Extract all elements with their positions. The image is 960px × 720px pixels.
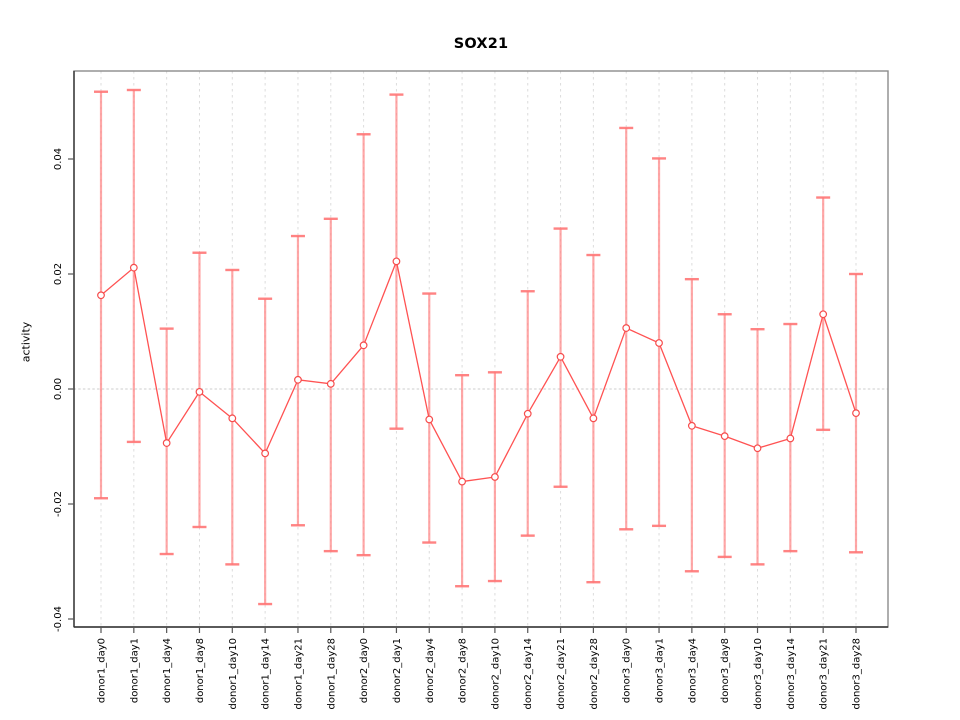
x-tick-label: donor1_day21 [293, 638, 304, 710]
y-tick-label: 0.00 [53, 378, 64, 400]
data-point-marker [261, 449, 270, 458]
data-point-marker [786, 434, 795, 443]
data-point-marker [655, 339, 663, 347]
x-tick-label: donor1_day10 [228, 638, 239, 710]
x-tick-label: donor1_day1 [129, 638, 140, 703]
data-point-marker [162, 439, 171, 447]
data-point-marker [852, 409, 860, 418]
y-tick-label: -0.04 [53, 606, 64, 632]
y-tick-label: -0.02 [53, 491, 64, 517]
y-tick-label: 0.04 [53, 148, 64, 170]
data-point-marker [458, 477, 466, 486]
data-point-marker [228, 414, 237, 423]
data-point-marker [97, 291, 105, 300]
x-tick-label: donor3_day4 [687, 638, 698, 703]
data-point-marker [195, 387, 204, 396]
x-tick-label: donor1_day8 [195, 638, 206, 703]
x-tick-label: donor1_day14 [261, 638, 272, 710]
data-point-marker [425, 415, 434, 424]
x-tick-label: donor2_day14 [523, 638, 534, 710]
x-tick-label: donor2_day0 [359, 638, 370, 703]
x-tick-label: donor3_day0 [622, 638, 633, 703]
x-tick-label: donor2_day21 [556, 638, 567, 710]
data-point-marker [753, 444, 762, 453]
x-tick-label: donor2_day28 [589, 638, 600, 710]
data-point-marker [294, 375, 302, 384]
data-point-marker [491, 473, 499, 481]
x-tick-label: donor2_day8 [458, 638, 469, 703]
x-tick-label: donor3_day14 [786, 638, 797, 710]
x-tick-label: donor1_day4 [162, 638, 173, 703]
data-point-marker [556, 352, 565, 361]
x-tick-label: donor2_day10 [490, 638, 501, 710]
x-tick-label: donor1_day28 [326, 638, 337, 710]
series-line [100, 260, 857, 483]
data-point-marker [589, 414, 598, 423]
x-tick-label: donor3_day21 [819, 638, 830, 710]
x-tick-label: donor1_day0 [97, 638, 108, 703]
x-tick-label: donor3_day8 [720, 638, 731, 703]
data-point-marker [129, 263, 138, 272]
chart-title: SOX21 [453, 36, 509, 52]
x-tick-label: donor3_day1 [655, 638, 666, 703]
data-point-marker [720, 432, 729, 441]
data-point-marker [359, 341, 368, 350]
x-tick-label: donor2_day4 [425, 638, 436, 703]
plot-frame [73, 70, 889, 628]
data-point-marker [622, 324, 631, 332]
data-point-marker [523, 409, 532, 418]
y-tick-label: 0.02 [53, 263, 64, 285]
x-tick-label: donor2_day1 [392, 638, 403, 703]
data-point-marker [819, 310, 828, 319]
x-tick-label: donor3_day10 [753, 638, 764, 710]
data-point-marker [687, 421, 696, 430]
data-point-marker [392, 257, 401, 266]
data-point-marker [326, 379, 335, 388]
x-tick-label: donor3_day28 [851, 638, 862, 710]
